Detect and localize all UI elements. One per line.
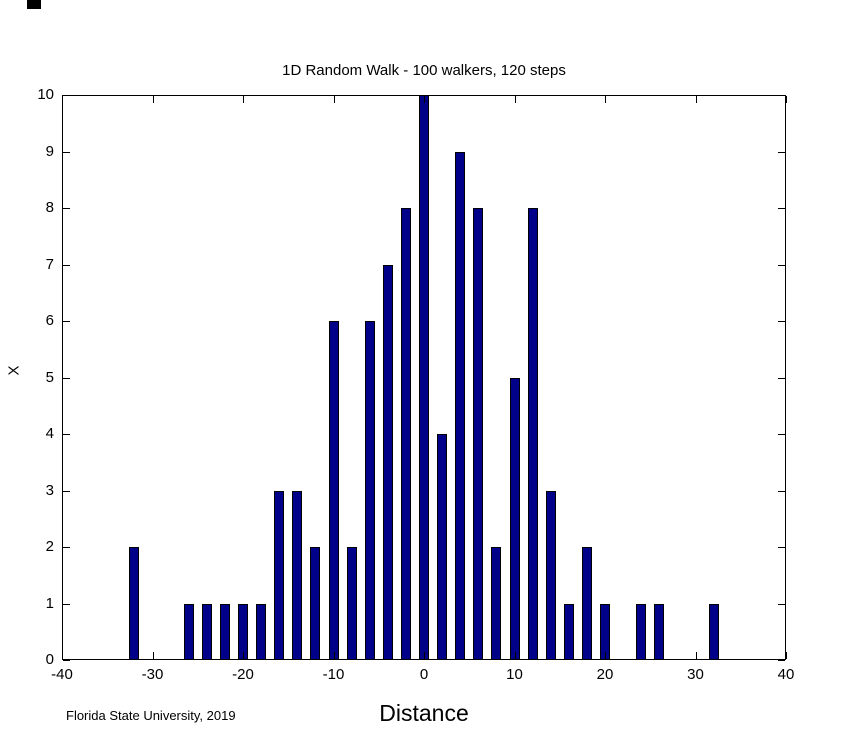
x-tick-label: 40: [777, 666, 795, 683]
y-tick-mark: [778, 660, 785, 661]
chart-title: 1D Random Walk - 100 walkers, 120 steps: [282, 62, 566, 79]
x-tick-mark: [424, 652, 425, 659]
x-tick-mark: [786, 652, 787, 659]
y-axis-label: X: [5, 365, 23, 376]
y-tick-mark: [778, 603, 785, 605]
x-tick-mark: [605, 96, 606, 103]
y-tick-label: 1: [45, 594, 54, 612]
y-tick-label: 5: [45, 368, 54, 386]
y-tick-label: 10: [37, 86, 54, 103]
x-tick-label: 10: [506, 666, 523, 683]
y-tick-mark: [63, 547, 70, 548]
histogram-bar: [708, 603, 719, 660]
histogram-bar: [545, 490, 556, 660]
histogram-bar: [563, 603, 574, 660]
x-tick-mark: [786, 96, 787, 103]
y-tick-mark: [63, 490, 70, 492]
histogram-bar: [600, 603, 610, 660]
histogram-bar: [256, 603, 267, 660]
histogram-bar: [654, 603, 665, 660]
attribution-text: Florida State University, 2019: [66, 708, 236, 723]
y-tick-mark: [778, 208, 785, 209]
histogram-bar: [509, 377, 520, 660]
y-tick-mark: [63, 603, 70, 605]
x-tick-mark: [243, 652, 244, 659]
y-tick-label: 4: [45, 425, 54, 442]
x-tick-mark: [152, 652, 154, 659]
histogram-bar: [636, 603, 647, 660]
y-tick-mark: [778, 95, 785, 96]
y-tick-label: 9: [45, 142, 54, 160]
x-tick-mark: [695, 652, 697, 659]
y-tick-label: 7: [45, 255, 54, 273]
y-tick-mark: [778, 264, 785, 266]
x-tick-label: 30: [687, 666, 704, 683]
x-tick-label: -10: [322, 666, 345, 683]
y-tick-mark: [63, 377, 70, 379]
histogram-bar: [310, 547, 321, 660]
y-tick-mark: [778, 321, 785, 322]
x-tick-label: 0: [419, 666, 429, 683]
histogram-bar: [129, 547, 140, 660]
histogram-bar: [527, 208, 538, 660]
y-tick-mark: [63, 95, 70, 96]
histogram-bar: [328, 321, 339, 660]
x-tick-mark: [514, 652, 516, 659]
y-tick-label: 6: [45, 312, 54, 329]
y-tick-label: 8: [45, 199, 54, 216]
x-tick-mark: [152, 96, 154, 103]
y-tick-mark: [63, 321, 70, 322]
histogram-bar: [419, 95, 429, 660]
y-tick-mark: [63, 208, 70, 209]
histogram-bar: [183, 603, 194, 660]
x-tick-mark: [62, 652, 63, 659]
x-tick-mark: [333, 96, 335, 103]
x-tick-mark: [62, 96, 63, 103]
x-tick-mark: [605, 652, 606, 659]
histogram-bar: [274, 490, 285, 660]
histogram-bar: [455, 151, 466, 660]
corner-mark: [27, 0, 41, 9]
y-tick-mark: [778, 434, 785, 435]
y-tick-mark: [63, 660, 70, 661]
x-tick-mark: [333, 652, 335, 659]
y-tick-label: 2: [45, 538, 54, 555]
y-tick-mark: [778, 151, 785, 153]
histogram-bar: [437, 434, 448, 660]
x-tick-label: 20: [596, 666, 614, 683]
histogram-bar: [364, 321, 375, 660]
x-tick-label: -40: [51, 666, 73, 683]
histogram-bar: [400, 208, 411, 660]
histogram-bar: [491, 547, 502, 660]
y-tick-mark: [778, 377, 785, 379]
histogram-bar: [382, 264, 393, 660]
histogram-bar: [201, 603, 212, 660]
histogram-bar: [219, 603, 230, 660]
x-tick-mark: [424, 96, 425, 103]
histogram-bar: [238, 603, 248, 660]
y-tick-mark: [63, 264, 70, 266]
histogram-bar: [473, 208, 484, 660]
x-tick-mark: [695, 96, 697, 103]
histogram-bar: [346, 547, 357, 660]
y-tick-mark: [778, 490, 785, 492]
x-axis-label: Distance: [379, 700, 469, 726]
x-tick-mark: [514, 96, 516, 103]
histogram-bar: [292, 490, 303, 660]
x-tick-label: -30: [141, 666, 164, 683]
histogram-bar: [581, 547, 592, 660]
y-tick-label: 3: [45, 481, 54, 499]
y-tick-mark: [63, 434, 70, 435]
y-tick-mark: [63, 151, 70, 153]
x-tick-mark: [243, 96, 244, 103]
x-tick-label: -20: [232, 666, 254, 683]
y-tick-label: 0: [45, 651, 54, 668]
y-tick-mark: [778, 547, 785, 548]
